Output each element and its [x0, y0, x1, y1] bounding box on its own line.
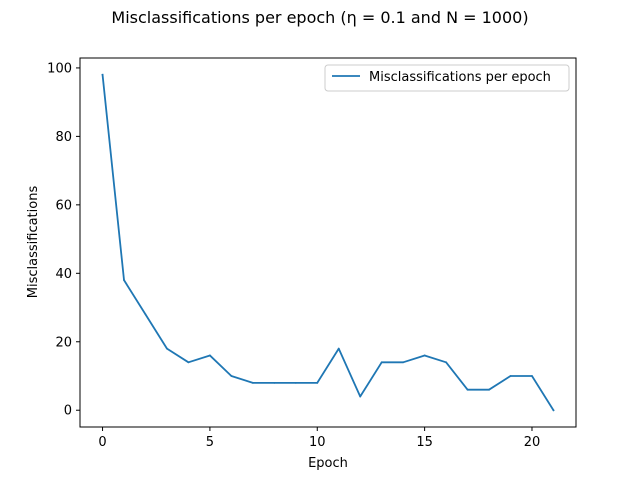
y-ticks: 0 20 40 60 80 100 [47, 61, 80, 419]
data-point [294, 381, 297, 384]
y-tick-label: 20 [55, 335, 72, 350]
axes-frame [79, 57, 577, 428]
chart-title: Misclassifications per epoch (η = 0.1 an… [111, 8, 528, 27]
data-point [423, 354, 426, 357]
data-point [488, 388, 490, 391]
series-line [101, 73, 555, 412]
y-tick-label: 100 [47, 61, 72, 76]
x-tick-label: 5 [206, 435, 214, 450]
y-tick-label: 40 [55, 267, 72, 282]
data-point [445, 361, 447, 364]
y-tick-label: 60 [55, 198, 72, 213]
x-tick-label: 20 [524, 435, 541, 450]
x-tick-label: 15 [416, 435, 433, 450]
data-point [101, 73, 104, 76]
data-point [273, 381, 276, 384]
data-point [466, 388, 469, 391]
data-point [230, 375, 233, 377]
x-axis-label: Epoch [308, 456, 348, 471]
data-point [316, 381, 319, 384]
legend-box [324, 64, 570, 92]
data-point [187, 361, 190, 364]
x-tick-label: 0 [98, 435, 106, 450]
series-layer [101, 73, 555, 412]
y-tick-label: 80 [55, 130, 72, 145]
data-point [251, 381, 254, 384]
data-point [402, 361, 405, 364]
data-point [144, 313, 147, 316]
data-point [552, 409, 555, 412]
data-point [209, 354, 211, 357]
x-ticks: 0 5 10 15 20 [98, 427, 540, 450]
legend-label: Misclassifications per epoch [369, 70, 551, 85]
y-axis-label: Misclassifications [26, 186, 41, 299]
data-point [509, 375, 512, 377]
data-point [166, 347, 168, 350]
data-point [337, 347, 340, 350]
legend: Misclassifications per epoch [324, 64, 570, 92]
y-tick-label: 0 [64, 404, 72, 419]
data-point [531, 375, 533, 377]
plot-area: 0 5 10 15 20 0 20 40 60 80 100 [47, 57, 577, 450]
data-point [380, 361, 383, 364]
data-point [123, 279, 125, 282]
data-point [359, 395, 362, 398]
x-tick-label: 10 [309, 435, 326, 450]
